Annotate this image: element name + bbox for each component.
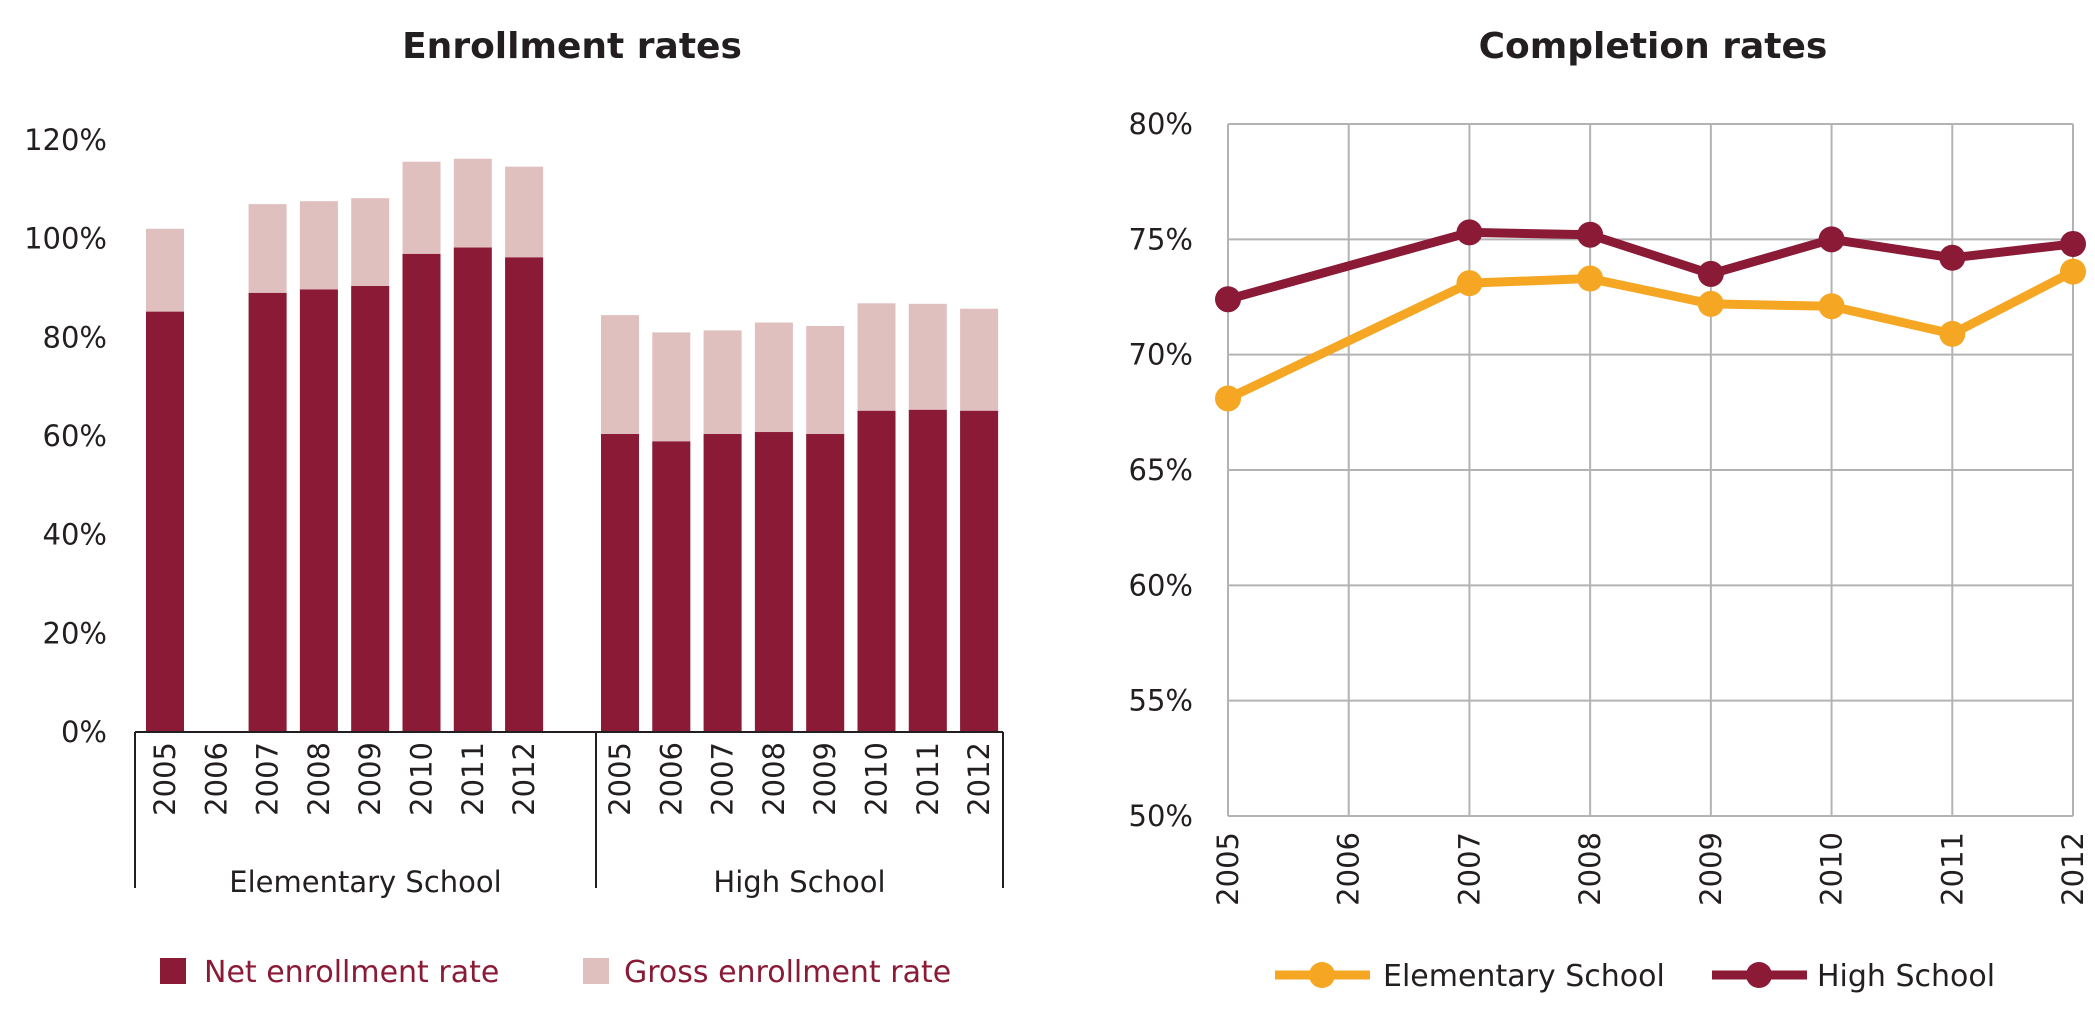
- point-high: [1939, 244, 1966, 271]
- y-tick-label: 55%: [1129, 684, 1193, 718]
- completion-chart: Completion rates 50% 55% 60% 65% 70% 75% 80% 20…: [1129, 26, 2090, 994]
- legend-label: High School: [1817, 959, 1995, 994]
- x-tick-label: 2006: [1332, 832, 1366, 906]
- x-tick-label: 2007: [706, 742, 740, 816]
- bar-net-elementary-2007: [248, 292, 287, 732]
- point-high: [2060, 230, 2086, 257]
- y-tick-label: 40%: [43, 518, 107, 552]
- x-tick-label: 2005: [603, 742, 637, 816]
- x-tick-label: 2008: [757, 742, 791, 816]
- bar-net-elementary-2011: [453, 247, 492, 732]
- point-elementary: [1697, 290, 1724, 317]
- legend-label-gross: Gross enrollment rate: [624, 955, 951, 990]
- point-high: [1818, 226, 1845, 253]
- legend-swatch-gross: [583, 958, 609, 984]
- x-tick-label: 2011: [456, 742, 490, 816]
- y-tick-label: 0%: [61, 715, 107, 749]
- legend-label-net: Net enrollment rate: [204, 955, 499, 990]
- bar-net-high-2010: [857, 410, 896, 732]
- x-tick-label: 2011: [911, 742, 945, 816]
- x-tick-label: 2006: [654, 742, 688, 816]
- point-elementary: [2060, 258, 2086, 285]
- legend-label: Elementary School: [1383, 959, 1665, 994]
- y-tick-label: 60%: [43, 419, 107, 453]
- y-tick-label: 120%: [24, 123, 107, 157]
- bar-net-elementary-2012: [505, 257, 544, 732]
- y-tick-label: 80%: [43, 320, 107, 354]
- y-tick-label: 75%: [1129, 222, 1193, 256]
- x-tick-label: 2010: [405, 742, 439, 816]
- point-elementary: [1818, 293, 1845, 320]
- y-tick-label: 70%: [1129, 338, 1193, 372]
- y-tick-label: 20%: [43, 616, 107, 650]
- x-tick-label: 2010: [1815, 832, 1849, 906]
- point-high: [1697, 260, 1724, 287]
- x-tick-label: 2012: [2056, 832, 2090, 906]
- y-tick-label: 50%: [1129, 799, 1193, 833]
- enrollment-chart: Enrollment rates 0% 20% 40% 60% 80% 100% 120% 2…: [24, 26, 1004, 990]
- bar-net-elementary-2009: [351, 286, 390, 732]
- x-tick-label: 2009: [808, 742, 842, 816]
- x-tick-label: 2012: [962, 742, 996, 816]
- x-tick-label: 2009: [353, 742, 387, 816]
- bar-net-high-2005: [601, 434, 639, 732]
- y-tick-label: 60%: [1129, 568, 1193, 602]
- point-high: [1577, 221, 1604, 248]
- legend-marker-elementary: [1309, 962, 1335, 988]
- point-high: [1456, 219, 1483, 246]
- x-tick-label: 2012: [507, 742, 541, 816]
- x-tick-label: 2008: [1573, 832, 1607, 906]
- bar-net-high-2009: [806, 434, 845, 732]
- x-tick-label: 2005: [1211, 832, 1245, 906]
- x-tick-label: 2006: [199, 742, 233, 816]
- legend-swatch-net: [160, 958, 186, 984]
- bar-net-high-2008: [754, 432, 793, 732]
- y-tick-label: 65%: [1129, 453, 1193, 487]
- x-tick-label: 2009: [1694, 832, 1728, 906]
- legend-marker-high: [1746, 962, 1772, 988]
- bar-net-high-2011: [908, 409, 947, 732]
- x-tick-label: 2007: [251, 742, 285, 816]
- x-tick-label: 2007: [1452, 832, 1486, 906]
- bar-net-elementary-2008: [299, 289, 338, 732]
- group-label: Elementary School: [229, 865, 501, 899]
- group-label: High School: [713, 865, 885, 899]
- bar-net-elementary-2005: [146, 311, 184, 732]
- point-elementary: [1939, 320, 1966, 347]
- bar-net-elementary-2010: [402, 253, 441, 732]
- x-tick-label: 2008: [302, 742, 336, 816]
- completion-chart-title: Completion rates: [1479, 26, 1828, 67]
- point-high: [1215, 286, 1241, 313]
- point-elementary: [1215, 385, 1241, 412]
- point-elementary: [1456, 270, 1483, 297]
- point-elementary: [1577, 265, 1604, 292]
- x-tick-label: 2011: [1935, 832, 1969, 906]
- x-tick-label: 2005: [148, 742, 182, 816]
- enrollment-chart-title: Enrollment rates: [402, 26, 742, 67]
- bar-net-high-2006: [652, 441, 691, 732]
- bar-net-high-2007: [703, 434, 742, 732]
- y-tick-label: 80%: [1129, 107, 1193, 141]
- y-tick-label: 100%: [24, 222, 107, 256]
- x-tick-label: 2010: [860, 742, 894, 816]
- bar-net-high-2012: [960, 410, 999, 732]
